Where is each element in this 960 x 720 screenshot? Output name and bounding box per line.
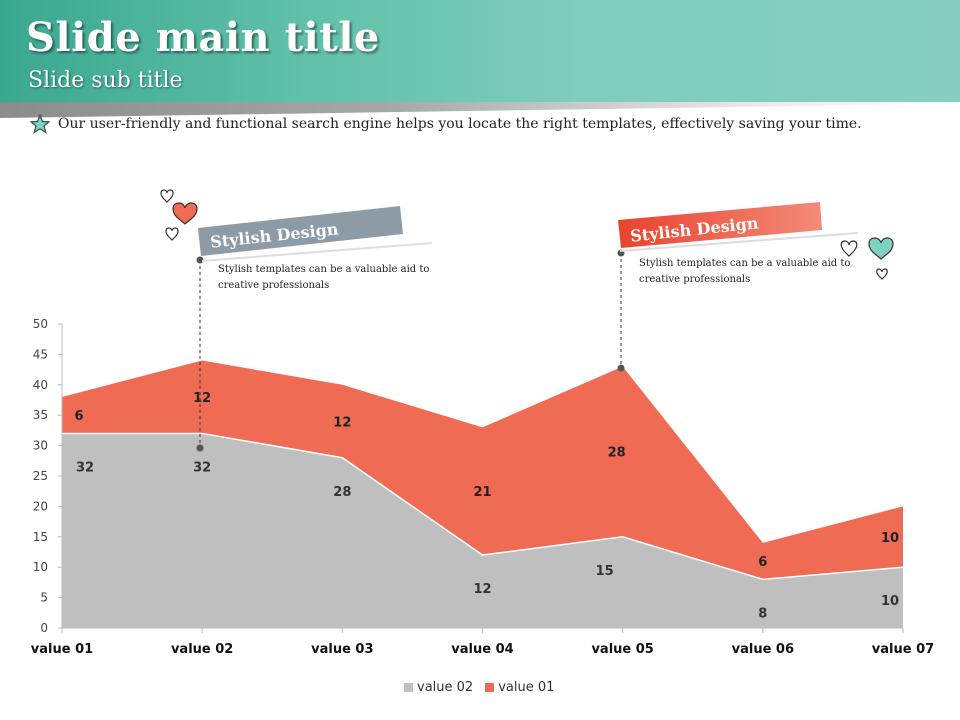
data-label-value01: 21	[473, 485, 491, 500]
x-tick-label: value 07	[872, 642, 934, 657]
legend-label-value02: value 02	[417, 680, 474, 695]
data-label-value01: 6	[74, 409, 83, 424]
star-icon	[30, 114, 50, 134]
x-tick-label: value 05	[591, 642, 653, 657]
data-label-value01: 12	[333, 415, 351, 430]
data-label-value02: 28	[333, 485, 351, 500]
area-series-value02	[62, 433, 903, 628]
header-band	[0, 0, 960, 102]
description-text: Our user-friendly and functional search …	[58, 116, 862, 132]
y-tick-label: 10	[33, 560, 48, 574]
description-row: Our user-friendly and functional search …	[30, 114, 862, 134]
y-tick-label: 35	[33, 408, 48, 422]
y-tick-label: 5	[40, 591, 48, 605]
data-label-value02: 32	[76, 460, 94, 475]
legend-swatch-value01	[485, 683, 495, 692]
callout-note-1: Stylish templates can be a valuable aid …	[218, 264, 430, 291]
x-tick-label: value 01	[31, 642, 93, 657]
data-label-value01: 12	[193, 391, 211, 406]
area-series-value01	[62, 360, 903, 580]
legend-item-value01: value 01	[485, 680, 554, 695]
data-label-value02: 12	[473, 582, 491, 597]
data-label-value01: 10	[881, 531, 899, 546]
y-tick-label: 30	[33, 439, 48, 453]
slide-subtitle: Slide sub title	[28, 68, 183, 93]
data-label-value02: 10	[881, 594, 899, 609]
slide-title: Slide main title	[26, 14, 380, 61]
legend-label-value01: value 01	[498, 680, 555, 695]
hearts-left-icon	[160, 189, 198, 241]
callout-note-2: Stylish templates can be a valuable aid …	[639, 258, 851, 285]
data-label-value01: 28	[608, 446, 626, 461]
y-tick-label: 40	[33, 378, 48, 392]
y-tick-label: 45	[33, 347, 48, 361]
data-label-value02: 8	[758, 606, 767, 621]
callout-1-dot-top	[196, 256, 204, 264]
data-label-value02: 32	[193, 460, 211, 475]
y-tick-label: 20	[33, 499, 48, 513]
y-tick-label: 50	[33, 317, 48, 331]
callout-banner-1-shape	[198, 206, 432, 262]
y-tick-label: 15	[33, 530, 48, 544]
x-tick-label: value 06	[732, 642, 794, 657]
callout-banner-2-shape	[618, 202, 858, 252]
legend-swatch-value02	[404, 683, 413, 692]
y-tick-label: 25	[33, 469, 48, 483]
callout-1-dot-bottom	[196, 444, 204, 452]
y-tick-label: 0	[40, 621, 48, 635]
area-boundary-line	[62, 432, 904, 581]
data-label-value02: 15	[596, 564, 614, 579]
data-label-value01: 6	[758, 555, 767, 570]
x-tick-label: value 03	[311, 642, 373, 657]
legend-item-value02: value 02	[404, 680, 473, 695]
x-tick-label: value 04	[451, 642, 513, 657]
chart-legend: value 02 value 01	[404, 680, 566, 695]
hearts-right-icon	[840, 237, 894, 280]
x-tick-label: value 02	[171, 642, 233, 657]
callout-2-dot-bottom	[617, 364, 625, 372]
